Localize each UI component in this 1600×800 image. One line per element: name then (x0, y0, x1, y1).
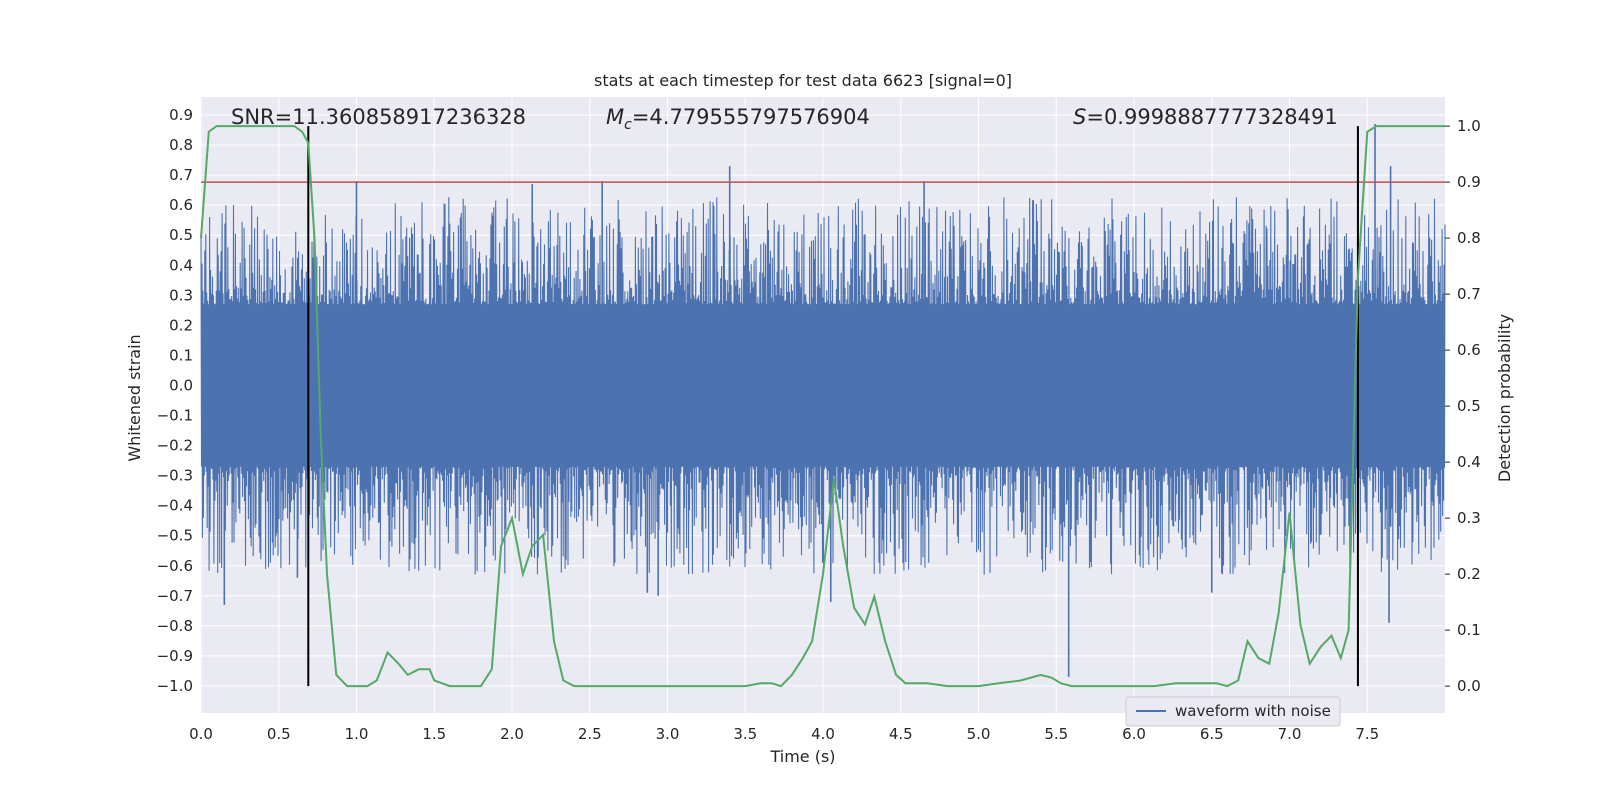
x-axis-ticks: 0.0 0.5 1.0 1.5 2.0 2.5 3.0 3.5 4.0 4.5 5.0 5.5 6.0 6… (189, 725, 1379, 743)
y-tick-label: −0.8 (157, 617, 193, 635)
x-axis-label: Time (s) (769, 747, 835, 766)
x-tick-label: 6.0 (1122, 725, 1146, 743)
legend-label-waveform: waveform with noise (1175, 702, 1331, 720)
chart-title: stats at each timestep for test data 662… (594, 71, 1012, 90)
y2-tick-label: 0.9 (1457, 173, 1481, 191)
y2-tick-label: 0.8 (1457, 229, 1481, 247)
x-tick-label: 2.0 (500, 725, 524, 743)
y-tick-label: 0.7 (169, 166, 193, 184)
y-tick-label: −0.4 (157, 497, 193, 515)
chirp-mass-symbol: M (606, 105, 624, 129)
x-tick-label: 3.0 (656, 725, 680, 743)
x-tick-label: 5.0 (967, 725, 991, 743)
y-tick-label: −0.2 (157, 437, 193, 455)
y2-tick-label: 0.4 (1457, 453, 1481, 471)
y-tick-label: −0.6 (157, 557, 193, 575)
waveform-spikes (223, 124, 1392, 677)
y-tick-label: 0.2 (169, 316, 193, 334)
score-value: =0.9998887777328491 (1086, 105, 1337, 129)
y-tick-label: 0.5 (169, 226, 193, 244)
x-tick-label: 4.5 (889, 725, 913, 743)
legend-box (1125, 696, 1341, 727)
y-tick-label: −1.0 (157, 677, 193, 695)
y2-tick-label: 0.2 (1457, 565, 1481, 583)
y-tick-label: 0.8 (169, 136, 193, 154)
snr-annotation: SNR=11.360858917236328 (231, 105, 526, 129)
x-tick-label: 7.5 (1355, 725, 1379, 743)
legend: waveform with noise (1125, 696, 1341, 727)
y2-tick-label: 0.7 (1457, 285, 1481, 303)
y2-tick-label: 0.5 (1457, 397, 1481, 415)
x-tick-label: 7.0 (1278, 725, 1302, 743)
y-tick-label: −0.9 (157, 647, 193, 665)
y-tick-label: 0.1 (169, 346, 193, 364)
x-tick-label: 4.0 (811, 725, 835, 743)
x-tick-label: 1.5 (422, 725, 446, 743)
x-tick-label: 0.5 (267, 725, 291, 743)
x-tick-label: 0.0 (189, 725, 213, 743)
y-tick-label: −0.3 (157, 467, 193, 485)
waveform-series-line (200, 197, 1446, 575)
y-tick-label: 0.3 (169, 286, 193, 304)
y-axis-ticks: −1.0 −0.9 −0.8 −0.7 −0.6 −0.5 −0.4 −0.3 −0.2 −0.1… (157, 106, 193, 695)
y2-tick-label: 0.3 (1457, 509, 1481, 527)
chirp-mass-value: =4.779555797576904 (632, 105, 870, 129)
y2-tick-label: 0.1 (1457, 621, 1481, 639)
y-tick-label: 0.0 (169, 376, 193, 394)
detection-probability-line (200, 125, 1445, 688)
x-tick-label: 5.5 (1044, 725, 1068, 743)
y2-tick-label: 0.6 (1457, 341, 1481, 359)
y-tick-label: −0.5 (157, 527, 193, 545)
y2-axis-ticks: 0.0 0.1 0.2 0.3 0.4 0.5 0.6 0.7 0.8 0.9 1.0 (1445, 117, 1481, 695)
y-tick-label: −0.1 (157, 407, 193, 425)
chirp-mass-subscript: c (624, 117, 632, 133)
x-tick-label: 6.5 (1200, 725, 1224, 743)
marker-lines (307, 126, 1359, 687)
x-tick-label: 2.5 (578, 725, 602, 743)
x-tick-label: 3.5 (733, 725, 757, 743)
y2-tick-label: 1.0 (1457, 117, 1481, 135)
score-symbol: S (1073, 105, 1086, 129)
x-tick-label: 1.0 (345, 725, 369, 743)
y-tick-label: 0.4 (169, 256, 193, 274)
y-axis-label: Whitened strain (125, 334, 144, 461)
y2-tick-label: 0.0 (1457, 677, 1481, 695)
y-tick-label: 0.9 (169, 106, 193, 124)
chirp-mass-annotation: Mc=4.779555797576904 (606, 105, 870, 133)
y-tick-label: −0.7 (157, 587, 193, 605)
y-tick-label: 0.6 (169, 196, 193, 214)
plot-content (200, 124, 1446, 688)
y2-axis-label: Detection probability (1495, 314, 1514, 482)
score-annotation: S=0.9998887777328491 (1073, 105, 1338, 129)
